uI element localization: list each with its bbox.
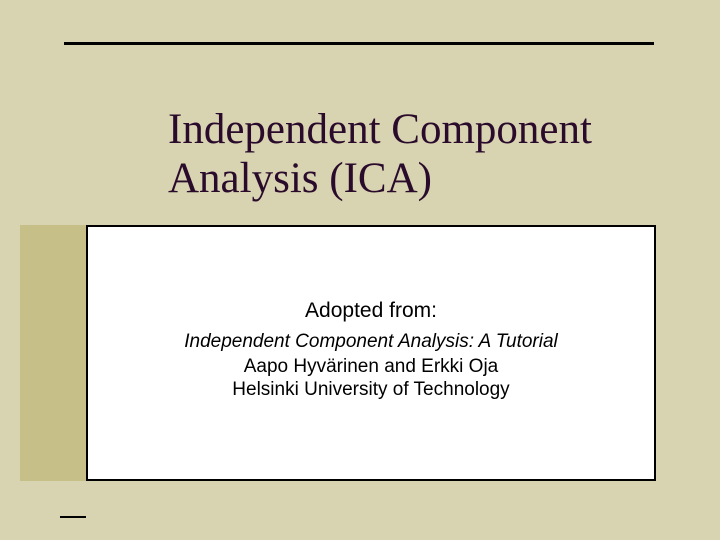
authors: Aapo Hyvärinen and Erkki Oja (88, 356, 654, 378)
top-horizontal-rule (64, 42, 654, 45)
bottom-corner-rule (60, 516, 86, 518)
institution: Helsinki University of Technology (88, 379, 654, 401)
source-title: Independent Component Analysis: A Tutori… (88, 331, 654, 353)
content-box: Adopted from: Independent Component Anal… (86, 225, 656, 481)
slide-title: Independent Component Analysis (ICA) (168, 105, 668, 204)
adopted-from-label: Adopted from: (88, 299, 654, 323)
left-accent-band (20, 225, 86, 481)
title-area: Independent Component Analysis (ICA) (168, 105, 668, 204)
